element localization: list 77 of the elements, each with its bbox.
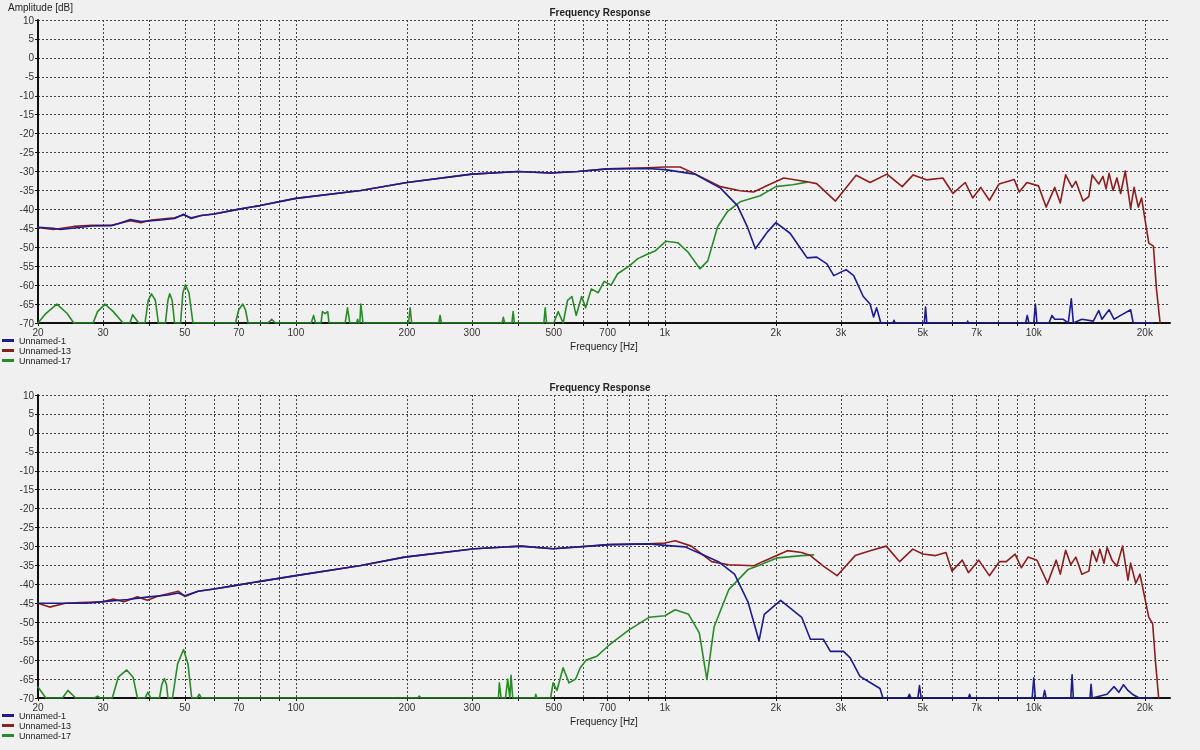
- legend-label: Unnamed-17: [19, 355, 72, 366]
- y-tick-label: -30: [19, 166, 35, 177]
- y-tick-label: 10: [22, 389, 35, 401]
- y-tick-label: -60: [19, 279, 35, 291]
- x-tick-label: 300: [463, 701, 481, 713]
- y-tick-label: -5: [25, 446, 35, 458]
- x-tick-label: 10k: [1025, 701, 1043, 713]
- x-axis-title: Frequency [Hz]: [570, 341, 639, 353]
- y-tick-label: -60: [19, 654, 35, 666]
- x-tick-label: 300: [463, 326, 481, 338]
- x-tick-label: 20: [32, 701, 44, 713]
- legend-label: Unnamed-1: [19, 335, 67, 346]
- y-tick-label: -65: [19, 673, 35, 685]
- x-tick-label: 30: [97, 701, 109, 713]
- chart-title: Frequency Response: [549, 6, 651, 18]
- y-tick-label: -15: [19, 109, 35, 121]
- x-tick-label: 3k: [835, 701, 848, 713]
- x-tick-label: 2k: [770, 326, 783, 338]
- x-tick-label: 200: [398, 326, 416, 338]
- y-tick-label: -35: [19, 184, 35, 196]
- y-tick-label: 0: [28, 427, 35, 439]
- x-tick-label: 50: [179, 326, 191, 338]
- y-tick-label: -40: [19, 203, 35, 215]
- x-tick-label: 70: [233, 326, 245, 338]
- x-tick-label: 5k: [917, 701, 929, 713]
- x-tick-label: 100: [287, 701, 305, 713]
- x-tick-label: 20: [32, 326, 44, 338]
- y-tick-label: -25: [19, 522, 35, 534]
- y-tick-label: -10: [19, 465, 35, 477]
- legend-label: Unnamed-17: [19, 730, 72, 741]
- y-tick-label: -50: [19, 616, 35, 628]
- x-axis-title: Frequency [Hz]: [570, 716, 639, 728]
- y-tick-label: -45: [19, 597, 35, 609]
- x-tick-label: 5k: [917, 326, 929, 338]
- x-tick-label: 700: [599, 701, 617, 713]
- y-tick-label: -65: [19, 298, 35, 310]
- x-tick-label: 700: [599, 326, 617, 338]
- y-tick-label: 5: [28, 33, 35, 45]
- x-tick-label: 7k: [971, 326, 983, 338]
- y-tick-label: -10: [19, 90, 35, 102]
- x-tick-label: 500: [545, 326, 563, 338]
- y-tick-label: -50: [19, 241, 35, 253]
- legend-label: Unnamed-13: [19, 345, 72, 356]
- y-tick-label: 5: [28, 408, 35, 420]
- x-tick-label: 2k: [770, 701, 783, 713]
- x-tick-label: 500: [545, 701, 563, 713]
- legend-label: Unnamed-13: [19, 720, 72, 731]
- y-tick-label: -20: [19, 128, 35, 140]
- x-tick-label: 50: [179, 701, 191, 713]
- y-tick-label: -40: [19, 578, 35, 590]
- x-tick-label: 100: [287, 326, 305, 338]
- x-tick-label: 3k: [835, 326, 848, 338]
- y-tick-label: -70: [19, 317, 35, 329]
- legend-label: Unnamed-1: [19, 710, 67, 721]
- y-tick-label: -30: [19, 541, 35, 552]
- chart-title: Frequency Response: [549, 381, 651, 393]
- x-tick-label: 1k: [659, 701, 672, 713]
- x-tick-label: 70: [233, 701, 245, 713]
- y-tick-label: -45: [19, 222, 35, 234]
- x-tick-label: 1k: [659, 326, 672, 338]
- y-tick-label: -20: [19, 503, 35, 515]
- y-tick-label: -25: [19, 147, 35, 159]
- x-tick-label: 200: [398, 701, 416, 713]
- y-tick-label: -35: [19, 559, 35, 571]
- y-tick-label: -15: [19, 484, 35, 496]
- y-tick-label: -55: [19, 635, 35, 647]
- y-tick-label: 10: [22, 14, 35, 26]
- y-tick-label: -70: [19, 692, 35, 704]
- y-axis-title: Amplitude [dB]: [8, 1, 74, 13]
- x-tick-label: 7k: [971, 701, 983, 713]
- x-tick-label: 30: [97, 326, 109, 338]
- x-tick-label: 20k: [1136, 326, 1154, 338]
- x-tick-label: 10k: [1025, 326, 1043, 338]
- y-tick-label: -5: [25, 71, 35, 83]
- y-tick-label: 0: [28, 52, 35, 64]
- x-tick-label: 20k: [1136, 701, 1154, 713]
- y-tick-label: -55: [19, 260, 35, 272]
